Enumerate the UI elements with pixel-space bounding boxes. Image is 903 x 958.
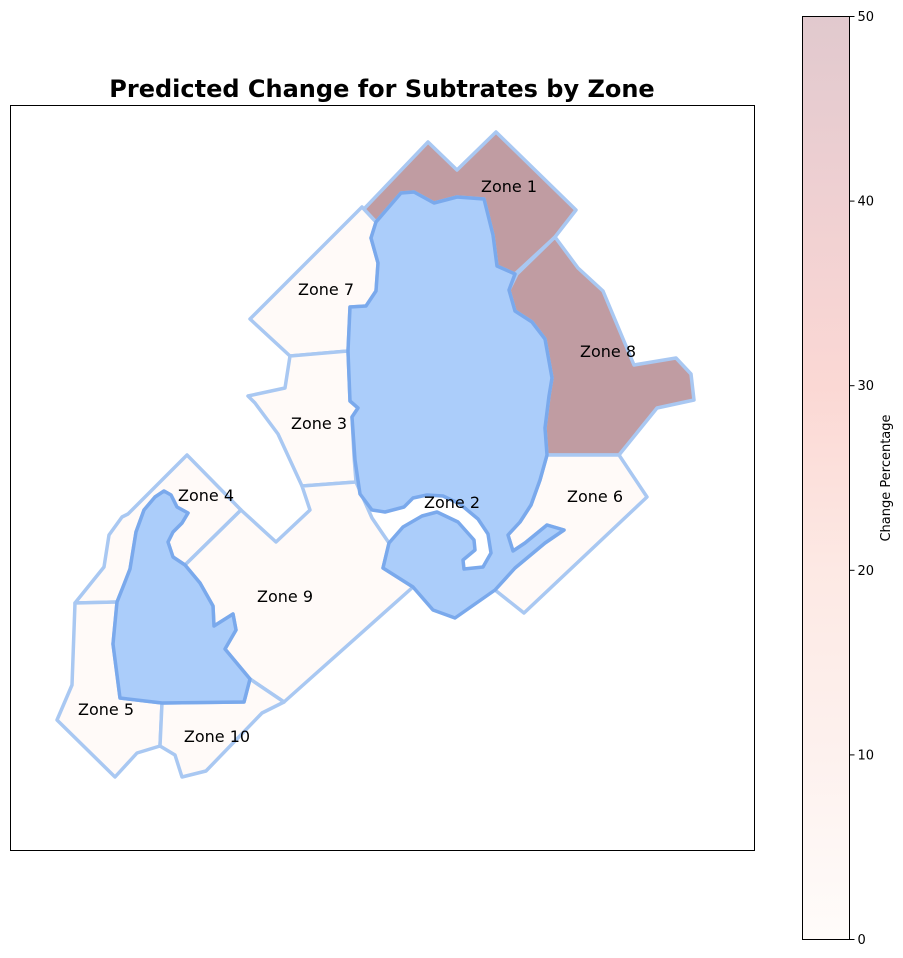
colorbar-label: Change Percentage (879, 414, 894, 541)
zone-label: Zone 10 (184, 727, 250, 746)
colorbar-tick-label: 50 (858, 10, 875, 25)
zone-label: Zone 8 (580, 342, 636, 361)
colorbar-ticks: 0 10 20 30 40 50 (849, 10, 875, 948)
zone-label: Zone 4 (178, 486, 234, 505)
zone-polygons (55, 130, 696, 779)
zone-labels: Zone 1 Zone 2 Zone 3 Zone 4 Zone 5 Zone … (78, 177, 636, 746)
zone-label: Zone 1 (481, 177, 537, 196)
colorbar-tick-label: 20 (858, 564, 875, 579)
map-title: Predicted Change for Subtrates by Zone (109, 75, 654, 103)
zone-label: Zone 9 (257, 587, 313, 606)
zone-label: Zone 6 (567, 487, 623, 506)
zone-2-polygon[interactable] (346, 190, 566, 620)
colorbar-gradient (802, 16, 850, 940)
colorbar-tick-label: 10 (858, 748, 875, 763)
colorbar-tick-label: 30 (858, 379, 875, 394)
zone-label: Zone 2 (424, 493, 480, 512)
zone-label: Zone 5 (78, 700, 134, 719)
colorbar-tick-label: 0 (858, 933, 866, 948)
water-body-southwest[interactable] (111, 489, 252, 705)
zone-label: Zone 7 (298, 280, 354, 299)
colorbar-tick-label: 40 (858, 195, 875, 210)
zone-label: Zone 3 (291, 414, 347, 433)
colorbar: 0 10 20 30 40 50 Change Percentage (802, 10, 894, 948)
